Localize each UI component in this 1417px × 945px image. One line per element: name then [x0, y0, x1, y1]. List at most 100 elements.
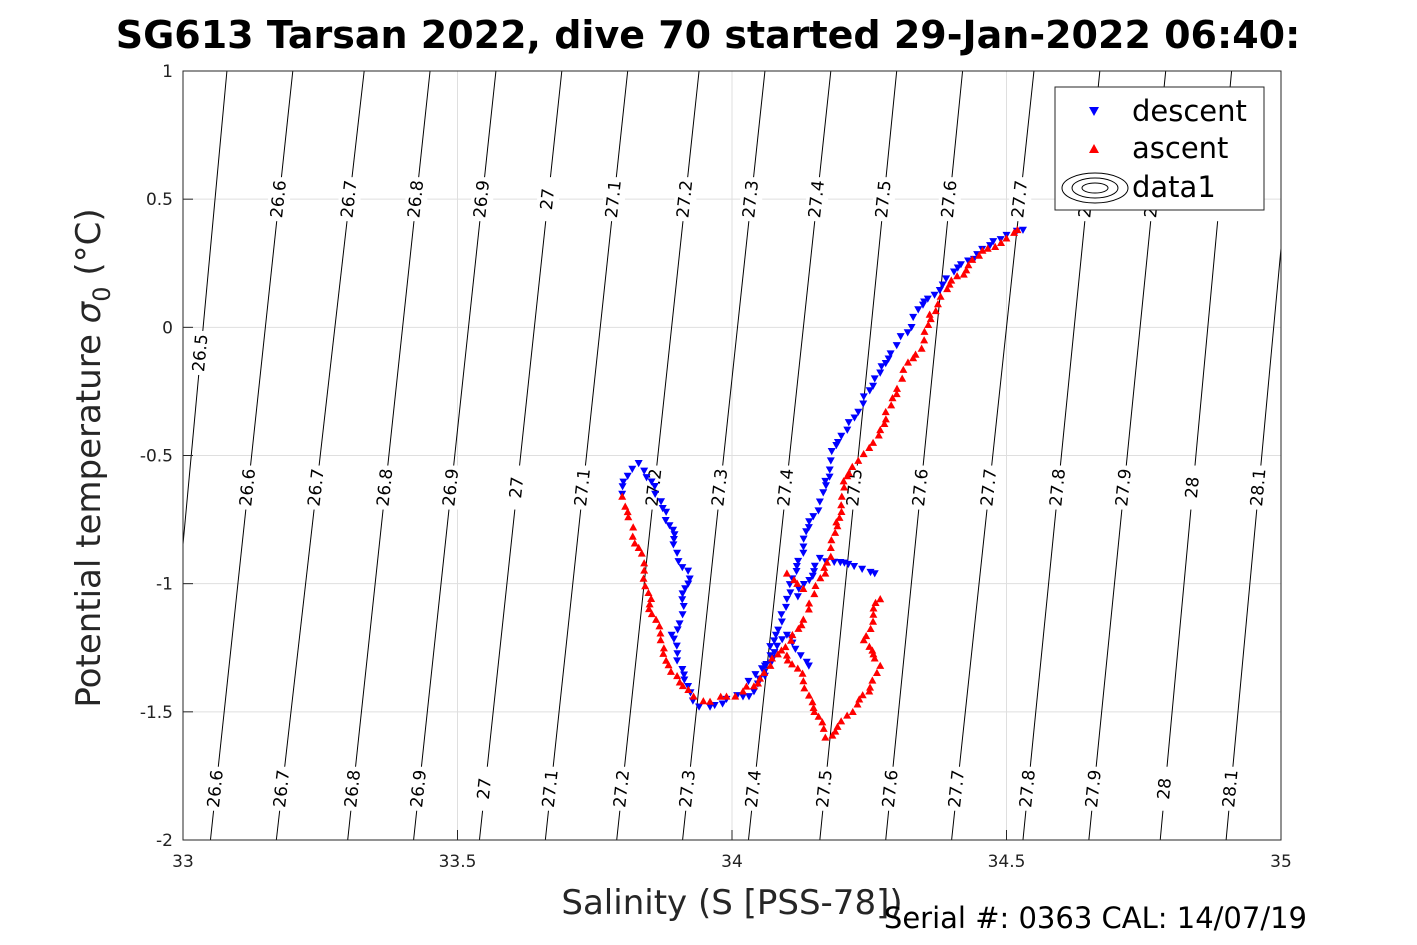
y-axis-label-unit: (°C): [69, 208, 109, 275]
isopycnal-label-bg: [742, 766, 765, 811]
ascent-point: [788, 630, 797, 639]
ascent-point: [822, 558, 831, 566]
descent-point: [815, 554, 824, 563]
ascent-point: [871, 598, 880, 606]
ascent-point: [943, 284, 952, 293]
ascent-point: [656, 629, 665, 637]
descent-point: [870, 570, 879, 578]
ascent-point: [783, 656, 792, 664]
ascent-point: [869, 617, 878, 625]
chart-title: SG613 Tarsan 2022, dive 70 started 29-Ja…: [116, 13, 1301, 57]
descent-point: [930, 291, 939, 299]
ascent-point: [868, 676, 877, 684]
y-tick-label: 0: [162, 318, 173, 338]
ascent-point: [818, 718, 827, 726]
ascent-point: [843, 472, 852, 480]
ascent-point: [868, 646, 877, 654]
descent-point: [850, 562, 859, 571]
isopycnal-label: 27.4: [805, 179, 829, 219]
descent-point: [877, 363, 886, 371]
ascent-point: [975, 251, 984, 259]
ascent-point: [787, 636, 796, 644]
legend-ascent-triangle: [1089, 144, 1099, 153]
descent-point: [859, 400, 868, 408]
descent-point: [799, 549, 808, 557]
ascent-point: [880, 419, 889, 428]
descent-point: [804, 524, 813, 532]
ascent-point: [810, 589, 819, 598]
ascent-point: [859, 636, 868, 644]
descent-point: [903, 329, 912, 337]
ascent-point: [821, 569, 830, 577]
ascent-point: [675, 678, 684, 686]
descent-point: [650, 483, 659, 491]
isopycnal-label-bg: [775, 465, 798, 510]
isopycnal-labels: 26.5 26.6 26.6 26.6 26.7 26.7 26.7 26.8 26.8 26.8…: [189, 177, 1271, 811]
descent-point: [799, 535, 808, 543]
y-tick-label: -1.5: [140, 703, 173, 723]
ascent-point: [881, 407, 890, 416]
x-axis-label: Salinity (S [PSS-78]): [561, 883, 902, 923]
grid: [182, 70, 1282, 841]
descent-point: [751, 671, 760, 679]
ascent-point: [793, 579, 802, 587]
isopycnal-label: 28.1: [1219, 769, 1242, 809]
isopycnal-label: 27: [474, 777, 496, 801]
ascent-point: [821, 733, 830, 741]
descent-point: [695, 703, 704, 711]
ascent-point: [782, 651, 791, 659]
isopycnal-label: 27.1: [539, 769, 563, 809]
isopycnal-label-bg: [374, 465, 397, 510]
ascent-point: [799, 584, 808, 592]
isopycnal-label: 26.8: [341, 769, 365, 809]
ascent-point: [706, 697, 715, 705]
descent-point: [815, 498, 824, 506]
isopycnal-label: 27.1: [571, 468, 595, 508]
descent-point: [804, 662, 813, 670]
isopycnal-label-bg: [709, 465, 732, 510]
ascent-point: [659, 649, 668, 657]
ascent-point: [926, 314, 935, 323]
descent-point: [942, 275, 951, 283]
descent-point: [657, 498, 666, 506]
descent-point: [826, 457, 835, 465]
isopycnal-label: 27.4: [774, 468, 798, 508]
legend-label-ascent: ascent: [1132, 131, 1228, 165]
isopycnal-label: 27.1: [602, 179, 626, 219]
ascent-point: [644, 588, 653, 597]
ascent-point: [637, 549, 646, 557]
ascent-point: [887, 401, 896, 409]
ascent-point: [629, 523, 638, 531]
descent-point: [678, 590, 687, 598]
y-tick-label: 1: [162, 62, 173, 82]
ascent-point: [816, 574, 825, 582]
ascent-point: [678, 681, 687, 690]
descent-point: [859, 393, 868, 401]
isopycnal-label-bg: [1247, 465, 1270, 510]
x-tick-label: 34: [721, 852, 743, 872]
descent-point: [647, 478, 656, 486]
isopycnal-label-bg: [909, 465, 932, 510]
descent-point: [669, 526, 678, 534]
descent-point: [938, 281, 947, 289]
descent-point: [681, 585, 690, 593]
descent-point: [651, 490, 660, 498]
descent-point: [953, 264, 962, 272]
isopycnal-label-bg: [978, 465, 1001, 510]
ascent-point: [754, 679, 763, 687]
descent-point: [950, 268, 959, 276]
descent-point: [771, 631, 780, 639]
ascent-point: [655, 622, 664, 630]
descent-point: [850, 414, 859, 422]
ascent-point: [647, 594, 656, 603]
ascent-point: [773, 650, 782, 658]
descent-point: [881, 360, 890, 368]
ascent-point: [953, 272, 962, 280]
ascent-point: [621, 502, 630, 510]
descent-point: [923, 295, 932, 303]
descent-point: [669, 535, 678, 544]
descent-point: [623, 472, 632, 481]
descent-point: [808, 572, 817, 581]
isopycnal-label-bg: [1009, 177, 1032, 222]
